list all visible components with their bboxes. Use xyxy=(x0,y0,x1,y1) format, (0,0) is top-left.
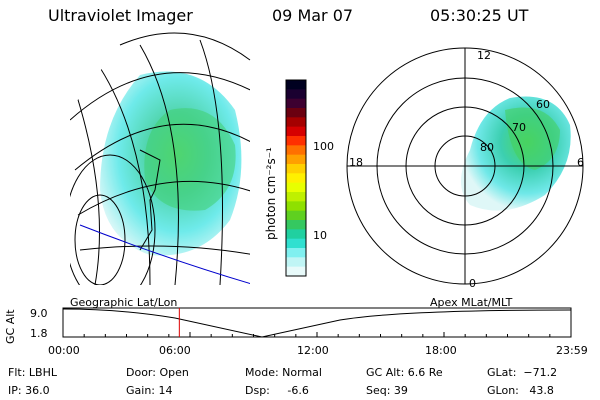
colorbar-segment xyxy=(286,192,306,202)
ip-status: IP: 36.0 xyxy=(8,384,50,397)
color-scale-bar xyxy=(285,79,307,277)
colorbar-segment xyxy=(286,229,306,240)
colorbar-segment xyxy=(286,108,306,118)
observation-time: 05:30:25 UT xyxy=(430,6,529,25)
mlt-label-12: 12 xyxy=(477,49,491,62)
colorbar-segment xyxy=(286,89,306,100)
colorbar-segment xyxy=(286,266,306,277)
mlt-label-18: 18 xyxy=(349,156,363,169)
mlt-label-0: 0 xyxy=(469,277,476,290)
colorbar-segment xyxy=(286,164,306,174)
timeline-xtick-0600: 06:00 xyxy=(159,344,191,357)
mlt-label-6: 6 xyxy=(577,156,584,169)
dsp-status: Dsp: -6.6 xyxy=(245,384,309,397)
mlat-label-70: 70 xyxy=(512,121,526,134)
glat-status: GLat: −71.2 xyxy=(487,366,558,379)
timeline-xtick-0000: 00:00 xyxy=(48,344,80,357)
colorbar-segment xyxy=(286,238,306,249)
timeline-xtick-2359: 23:59 xyxy=(556,344,588,357)
seq-status: Seq: 39 xyxy=(366,384,408,397)
colorbar-segment xyxy=(286,145,306,156)
colorbar-segment xyxy=(286,98,306,109)
colorbar-segment xyxy=(286,117,306,128)
timeline-left-title: Geographic Lat/Lon xyxy=(70,296,178,309)
timeline-ytick-9: 9.0 xyxy=(30,307,48,320)
colorbar-segment xyxy=(286,80,306,90)
timeline-xtick-1800: 18:00 xyxy=(425,344,457,357)
instrument-title: Ultraviolet Imager xyxy=(48,6,193,25)
colorbar-segment xyxy=(286,154,306,165)
timeline-ytick-1-8: 1.8 xyxy=(30,327,48,340)
timeline-xtick-1200: 12:00 xyxy=(297,344,329,357)
colorbar-segment xyxy=(286,201,306,212)
timeline-right-title: Apex MLat/MLT xyxy=(430,296,513,309)
mode-status: Mode: Normal xyxy=(245,366,322,379)
colorbar-segment xyxy=(286,210,306,221)
gain-status: Gain: 14 xyxy=(126,384,173,397)
colorbar-segment xyxy=(286,136,306,146)
mlat-label-60: 60 xyxy=(536,98,550,111)
colorbar-tick-100: 100 xyxy=(313,140,334,153)
filter-status: Flt: LBHL xyxy=(8,366,57,379)
glon-status: GLon: 43.8 xyxy=(487,384,554,397)
colorbar-segment xyxy=(286,126,306,137)
observation-date: 09 Mar 07 xyxy=(272,6,354,25)
colorbar-segment xyxy=(286,173,306,184)
colorbar-segment xyxy=(286,248,306,258)
door-status: Door: Open xyxy=(126,366,189,379)
colorbar-segment xyxy=(286,220,306,230)
colorbar-tick-10: 10 xyxy=(313,229,327,242)
colorbar-segment xyxy=(286,257,306,268)
colorbar-segment xyxy=(286,182,306,193)
gc-alt-status: GC Alt: 6.6 Re xyxy=(366,366,443,379)
mlat-label-80: 80 xyxy=(480,141,494,154)
